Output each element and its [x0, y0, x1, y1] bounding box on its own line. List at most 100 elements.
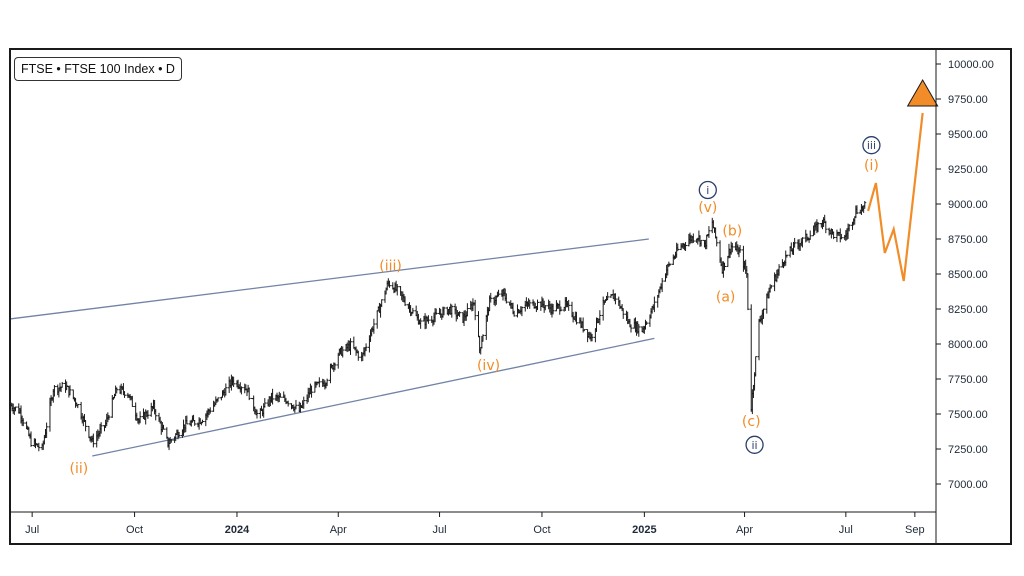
ohlc-bar [161, 424, 165, 430]
ohlc-bar [138, 411, 142, 424]
ohlc-bar [130, 395, 134, 408]
ohlc-bar [200, 419, 204, 424]
ohlc-bar [536, 299, 540, 311]
ohlc-bar [84, 420, 88, 432]
ohlc-bar [668, 263, 672, 266]
y-tick-label: 9750.00 [948, 94, 988, 106]
x-tick-label: Apr [736, 524, 753, 536]
ohlc-bar [481, 334, 485, 342]
ohlc-bar [574, 311, 578, 325]
x-tick-label: Sep [905, 524, 925, 536]
ohlc-bar [559, 306, 563, 312]
ohlc-bar [551, 303, 555, 315]
ohlc-bar [325, 378, 329, 387]
ohlc-bar [777, 264, 781, 276]
ohlc-bar [317, 377, 321, 388]
ohlc-bar [746, 273, 750, 311]
ohlc-bar [123, 391, 127, 398]
ohlc-bar [177, 431, 181, 438]
ohlc-bar [387, 280, 391, 288]
ohlc-bar [855, 205, 859, 215]
ohlc-bar [707, 226, 711, 238]
ohlc-bar [356, 350, 360, 361]
ohlc-bar [99, 422, 103, 434]
x-tick-label: Jul [839, 524, 853, 536]
wave-label-navy: i [706, 184, 709, 197]
ohlc-bar [271, 388, 275, 405]
ohlc-bar [419, 318, 423, 329]
ohlc-bar [45, 422, 49, 438]
x-tick-label: Jul [433, 524, 447, 536]
ohlc-bar [154, 408, 158, 421]
ohlc-bar [512, 310, 516, 317]
ohlc-bar [699, 239, 703, 247]
channel-line [92, 337, 655, 457]
ohlc-bar [785, 254, 789, 258]
ohlc-bar [87, 425, 91, 439]
ohlc-bar [808, 230, 812, 240]
ohlc-bar [239, 386, 243, 395]
ohlc-bar [375, 310, 379, 329]
ohlc-bar [349, 338, 353, 355]
ohlc-bar [216, 397, 220, 402]
ohlc-bar [832, 231, 836, 240]
ohlc-bar [730, 242, 734, 253]
ohlc-bar [255, 409, 259, 419]
wave-label-circle [862, 136, 881, 155]
ohlc-bar [835, 229, 839, 243]
ohlc-bar [723, 262, 727, 271]
ohlc-bar [757, 318, 761, 361]
ohlc-bar [637, 324, 641, 337]
ohlc-bar [738, 245, 742, 253]
ohlc-bar [278, 393, 282, 398]
ohlc-bar [621, 308, 625, 319]
ohlc-bar [224, 383, 228, 396]
projection-path [867, 112, 924, 282]
ohlc-bar [761, 308, 765, 319]
wave-label-orange: (iv) [477, 358, 500, 374]
wave-label-orange: (ii) [70, 461, 89, 477]
ohlc-bar [395, 284, 399, 296]
y-tick-label: 7750.00 [948, 374, 988, 386]
wave-label-orange: (b) [722, 224, 742, 240]
wave-label-orange: (i) [864, 158, 879, 174]
x-tick-label: Jul [25, 524, 39, 536]
ohlc-bar [341, 346, 345, 358]
ohlc-bar [606, 292, 610, 301]
y-tick-label: 8250.00 [948, 304, 988, 316]
ohlc-bar [458, 311, 462, 317]
ohlc-bar [146, 410, 150, 419]
ohlc-bar [567, 299, 571, 311]
ohlc-bar [824, 220, 828, 234]
ohlc-bar [652, 296, 656, 313]
ohlc-bar [302, 396, 306, 409]
ohlc-bar [442, 306, 446, 316]
wave-label-orange: (iii) [379, 259, 402, 275]
ohlc-bar [590, 333, 594, 342]
ohlc-bar [13, 406, 17, 412]
ohlc-bar [115, 387, 119, 394]
ohlc-bar [582, 329, 586, 332]
ohlc-bar [676, 243, 680, 252]
ohlc-bar [684, 242, 688, 251]
ohlc-bar [613, 293, 617, 305]
ohlc-bar [60, 381, 64, 388]
ohlc-bar [380, 299, 384, 308]
ohlc-bar [715, 236, 719, 247]
y-tick-label: 7000.00 [948, 479, 988, 491]
ohlc-bar [426, 315, 430, 324]
ohlc-bar [769, 284, 773, 289]
ohlc-bar [37, 442, 41, 452]
ohlc-bar [528, 299, 532, 309]
ohlc-bar [403, 296, 407, 307]
wave-label-navy: ii [751, 439, 757, 452]
x-tick-label: 2024 [225, 524, 250, 536]
ohlc-bar [91, 433, 95, 448]
ohlc-bar [477, 311, 481, 338]
wave-label-orange: (v) [698, 200, 717, 216]
ohlc-bar [497, 289, 501, 297]
ohlc-bar [411, 307, 415, 314]
wave-label-circle [698, 180, 717, 200]
y-tick-label: 7500.00 [948, 409, 988, 421]
